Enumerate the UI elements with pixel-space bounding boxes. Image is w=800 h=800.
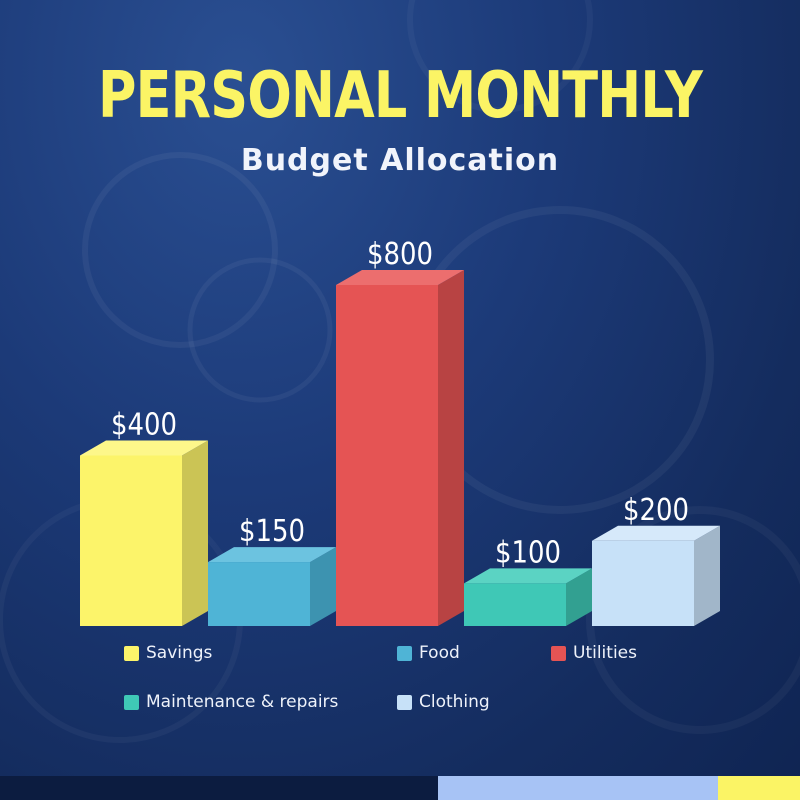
legend-item-utilities: Utilities [551,643,637,663]
bar-side [438,270,464,626]
bar-utilities [336,270,464,626]
bar-front [464,583,566,626]
legend-item-maintenance-repairs: Maintenance & repairs [124,692,338,712]
bar-front [208,562,310,626]
bar-side [310,547,336,626]
legend-item-savings: Savings [124,643,212,663]
legend-item-clothing: Clothing [397,692,490,712]
bar-top [464,568,592,584]
bar-top [208,547,336,563]
data-label-clothing: $200 [623,493,689,528]
legend-item-food: Food [397,643,460,663]
legend-swatch [397,694,412,710]
data-label-food: $150 [239,514,305,549]
bar-front [336,285,438,626]
legend-swatch [551,645,566,661]
data-label-maintenance-repairs: $100 [495,535,561,570]
legend-swatch [124,645,139,661]
legend-swatch [397,645,412,661]
legend-label: Utilities [573,643,637,663]
bar-savings [80,440,208,626]
bar-side [566,568,592,626]
chart-subtitle: Budget Allocation [240,143,560,178]
bar-food [208,547,336,626]
footer-bar-dark [0,776,438,800]
data-label-utilities: $800 [367,237,433,272]
legend-label: Food [419,643,460,663]
bar-top [336,270,464,285]
bar-top [592,525,720,541]
bar-maintenance-repairs [464,568,592,626]
legend-swatch [124,694,139,710]
bar-side [694,525,720,626]
legend-label: Clothing [419,692,490,712]
bar-top [80,440,208,456]
legend-label: Maintenance & repairs [146,692,339,712]
legend-label: Savings [146,643,213,663]
bar-front [80,455,182,626]
chart-title: PERSONAL MONTHLY [97,59,703,133]
bar-clothing [592,525,720,626]
footer-bar-yellow [718,776,800,800]
data-label-savings: $400 [111,408,177,443]
bar-front [592,540,694,626]
footer-bar-light-blue [438,776,718,800]
bar-side [182,440,208,626]
